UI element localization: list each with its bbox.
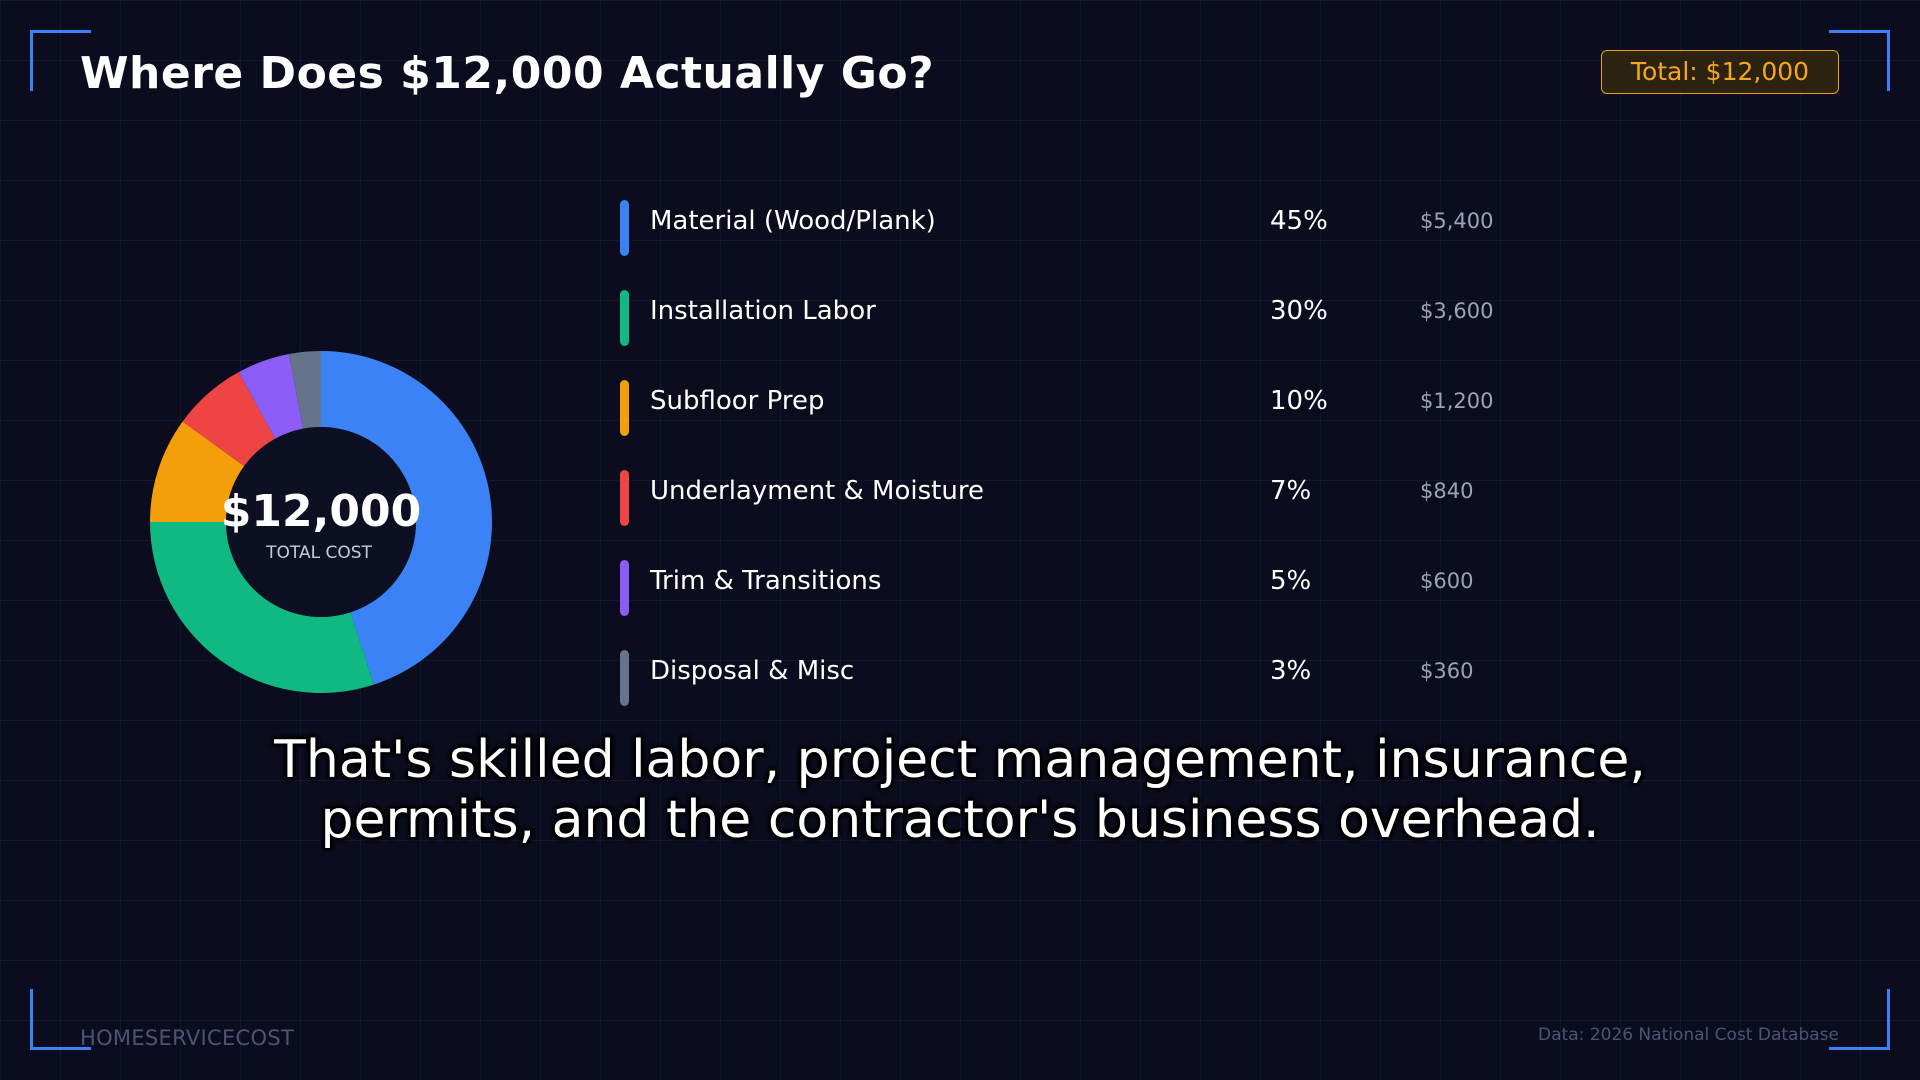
caption-subtitle: That's skilled labor, project management… [0, 730, 1920, 850]
frame-corner-top-left [30, 30, 91, 91]
legend-amount: $840 [1420, 479, 1474, 503]
legend-amount: $360 [1420, 659, 1474, 683]
caption-line-2: permits, and the contractor's business o… [320, 790, 1600, 850]
legend-label: Subfloor Prep [650, 386, 825, 416]
data-source: Data: 2026 National Cost Database [1538, 1025, 1839, 1045]
donut-slice-3 [150, 421, 245, 522]
legend-percentage: 30% [1270, 296, 1328, 326]
donut-center-value: $12,000 [220, 486, 422, 537]
legend-percentage: 10% [1270, 386, 1328, 416]
legend-amount: $600 [1420, 569, 1474, 593]
legend-label: Trim & Transitions [650, 566, 882, 596]
legend-percentage: 5% [1270, 566, 1312, 596]
caption-line-1: That's skilled labor, project management… [274, 730, 1646, 790]
legend-label: Installation Labor [650, 296, 876, 326]
page-title: Where Does $12,000 Actually Go? [80, 48, 935, 99]
legend-amount: $5,400 [1420, 209, 1494, 233]
frame-corner-top-right [1829, 30, 1890, 91]
frame-corner-bottom-right [1829, 989, 1890, 1050]
donut-center-label: TOTAL COST [266, 543, 372, 563]
legend-color-bar [620, 380, 629, 436]
donut-slice-2 [150, 522, 374, 693]
legend-item: Underlayment & Moisture 7% $840 [620, 470, 1520, 526]
donut-hole [226, 427, 416, 617]
legend-item: Installation Labor 30% $3,600 [620, 290, 1520, 346]
brand-name: HOMESERVICECOST [80, 1026, 295, 1050]
legend-percentage: 45% [1270, 206, 1328, 236]
frame-corner-bottom-left [30, 989, 91, 1050]
legend-percentage: 3% [1270, 656, 1312, 686]
total-badge: Total: $12,000 [1601, 50, 1839, 94]
legend-item: Disposal & Misc 3% $360 [620, 650, 1520, 706]
donut-slice-4 [182, 372, 276, 467]
donut-slice-6 [288, 351, 321, 429]
legend-item: Material (Wood/Plank) 45% $5,400 [620, 200, 1520, 256]
legend-color-bar [620, 290, 629, 346]
legend-percentage: 7% [1270, 476, 1312, 506]
legend-color-bar [620, 200, 629, 256]
legend-amount: $3,600 [1420, 299, 1494, 323]
legend-label: Material (Wood/Plank) [650, 206, 936, 236]
legend-amount: $1,200 [1420, 389, 1494, 413]
legend-color-bar [620, 560, 629, 616]
donut-chart-svg [150, 351, 492, 693]
legend-item: Subfloor Prep 10% $1,200 [620, 380, 1520, 436]
donut-slice-5 [238, 354, 304, 439]
donut-slice-1 [321, 351, 492, 685]
legend-color-bar [620, 650, 629, 706]
legend-label: Disposal & Misc [650, 656, 855, 686]
legend-item: Trim & Transitions 5% $600 [620, 560, 1520, 616]
legend-label: Underlayment & Moisture [650, 476, 984, 506]
legend-color-bar [620, 470, 629, 526]
donut-chart: $12,000 [146, 347, 496, 697]
